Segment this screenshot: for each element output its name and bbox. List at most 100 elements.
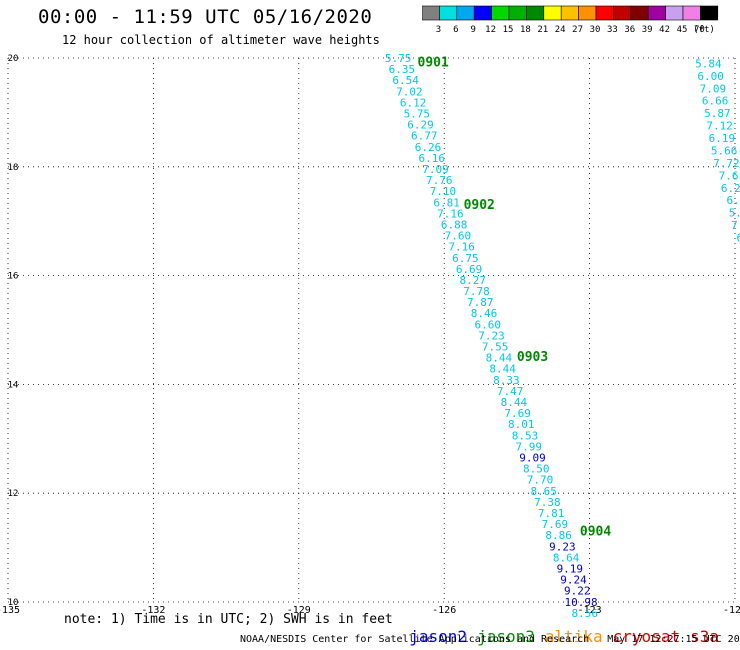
map-subtitle: 12 hour collection of altimeter wave hei…	[62, 33, 380, 47]
wave-height-value: 8.86	[545, 529, 572, 542]
longitude-label: -120	[723, 605, 740, 616]
latitude-label: 12	[8, 489, 19, 499]
wave-height-value: 6.26	[415, 141, 442, 154]
wave-height-value: 8.53	[512, 429, 539, 442]
wave-height-value: 5.75	[404, 107, 431, 120]
wave-height-value: 6.35	[389, 63, 416, 76]
wave-height-value: 9.19	[557, 562, 584, 575]
legend-tick-label: 27	[572, 25, 583, 35]
longitude-label: -123	[578, 605, 602, 616]
wave-height-value: 7.16	[448, 241, 475, 254]
latitude-label: 18	[8, 163, 19, 173]
wave-height-value: 7.78	[463, 285, 490, 298]
satellite-jason2: jason2	[409, 627, 468, 646]
legend-tick-label: 42	[659, 25, 670, 35]
time-marker: 0903	[517, 350, 548, 365]
legend-swatch	[700, 5, 719, 21]
legend-tick-label: 33	[607, 25, 618, 35]
wave-height-value: 7.99	[516, 440, 543, 453]
wave-height-value: 6.75	[452, 252, 479, 265]
satellite-cryosat: cryosat	[612, 627, 681, 646]
wave-height-value: 7.02	[396, 85, 423, 98]
wave-height-value: 6.12	[400, 96, 427, 109]
wave-height-value: 6.19	[709, 132, 736, 145]
longitude-label: -129	[287, 605, 311, 616]
time-marker: 0901	[418, 55, 449, 70]
legend-tick-label: 9	[470, 25, 475, 35]
legend-tick-label: 39	[642, 25, 653, 35]
wave-height-value: 7.69	[542, 518, 569, 531]
wave-height-value: 6.00	[697, 70, 724, 83]
wave-height-value: 8.27	[460, 274, 487, 287]
wave-height-value: 6.88	[441, 218, 468, 231]
wave-height-value: 7.72	[713, 157, 740, 170]
wave-height-value: 6	[737, 232, 740, 245]
wave-height-value: 5.66	[711, 144, 738, 157]
footer-agency: NOAA/NESDIS Center for Satellite Applica…	[240, 634, 590, 645]
wave-height-value: 8.44	[486, 352, 513, 365]
wave-height-value: 7.10	[430, 185, 457, 198]
legend-tick-label: 24	[555, 25, 566, 35]
wave-height-value: 7.81	[538, 507, 565, 520]
wave-height-value: 8.44	[489, 363, 516, 376]
wave-height-value: 7.09	[700, 82, 727, 95]
wave-height-value: 9.24	[560, 574, 587, 587]
wave-height-value: 6.2	[721, 182, 740, 195]
wave-height-value: 6.29	[407, 119, 434, 132]
satellite-jason3: jason3	[477, 627, 535, 646]
wave-height-value: 8.46	[471, 307, 498, 320]
longitude-label: -126	[432, 605, 456, 616]
time-marker: 0904	[580, 524, 611, 539]
satellite-s3a: s3a	[690, 627, 719, 646]
wave-height-value: 7.	[731, 219, 740, 232]
legend-tick-label: 36	[624, 25, 635, 35]
wave-height-value: 7.55	[482, 341, 509, 354]
satellite-altika: altika	[544, 627, 603, 646]
legend-tick-label: 21	[537, 25, 548, 35]
wave-height-value: 7.70	[527, 474, 554, 487]
legend-tick-label: 6	[453, 25, 458, 35]
longitude-label: -135	[0, 605, 20, 616]
legend-tick-label: 12	[485, 25, 496, 35]
wave-height-value: 8.01	[508, 418, 535, 431]
map-title: 00:00 - 11:59 UTC 05/16/2020	[38, 6, 373, 28]
footer-timestamp: May 17 12:27:15 UTC 2020	[607, 634, 740, 645]
legend-tick-label: 15	[503, 25, 514, 35]
wave-height-color-legend: 3 6 9 12 15 18 21 24 27 30 33 36 39 42 45 70(ft)	[422, 5, 719, 35]
wave-height-value: 5.75	[385, 52, 412, 65]
legend-tick-label: 45	[677, 25, 688, 35]
wave-height-value: 8.33	[493, 374, 520, 387]
wave-height-value: 9.23	[549, 540, 576, 553]
time-marker: 0902	[464, 198, 495, 213]
wave-height-value: 9.22	[564, 585, 591, 598]
latitude-label: 20	[8, 54, 19, 64]
wave-height-value: 5.84	[695, 57, 722, 70]
wave-height-value: 6.69	[456, 263, 483, 276]
footer: NOAA/NESDIS Center for Satellite Applica…	[240, 634, 740, 645]
wave-height-value: 7.47	[497, 385, 524, 398]
wave-height-value: 5.	[729, 207, 740, 220]
wave-height-value: 10.98	[564, 596, 597, 609]
wave-height-value: 7.76	[426, 174, 453, 187]
latitude-label: 10	[8, 598, 19, 608]
wave-height-value: 7.69	[504, 407, 531, 420]
legend-tick-label: 3	[436, 25, 441, 35]
wave-height-value: 6.	[726, 194, 739, 207]
wave-height-value: 9.09	[519, 452, 546, 465]
wave-height-value: 7.23	[478, 329, 505, 342]
wave-height-value: 8.56	[572, 607, 599, 620]
satellite-legend: jason2 jason3 altika cryosat s3a	[390, 608, 729, 646]
legend-tick-label: 18	[520, 25, 531, 35]
wave-height-value: 7.09	[422, 163, 449, 176]
wave-height-value: 5.87	[704, 107, 731, 120]
wave-height-value: 7.38	[534, 496, 561, 509]
latitude-label: 16	[8, 272, 19, 282]
latitude-label: 14	[8, 380, 19, 390]
wave-height-value: 6.77	[411, 130, 438, 143]
legend-tick-label: 30	[590, 25, 601, 35]
legend-tick-label: 70	[694, 25, 705, 35]
wave-height-value: 6.54	[392, 74, 419, 87]
units-note: note: 1) Time is in UTC; 2) SWH is in fe…	[64, 612, 393, 627]
wave-height-value: 6.81	[433, 196, 460, 209]
